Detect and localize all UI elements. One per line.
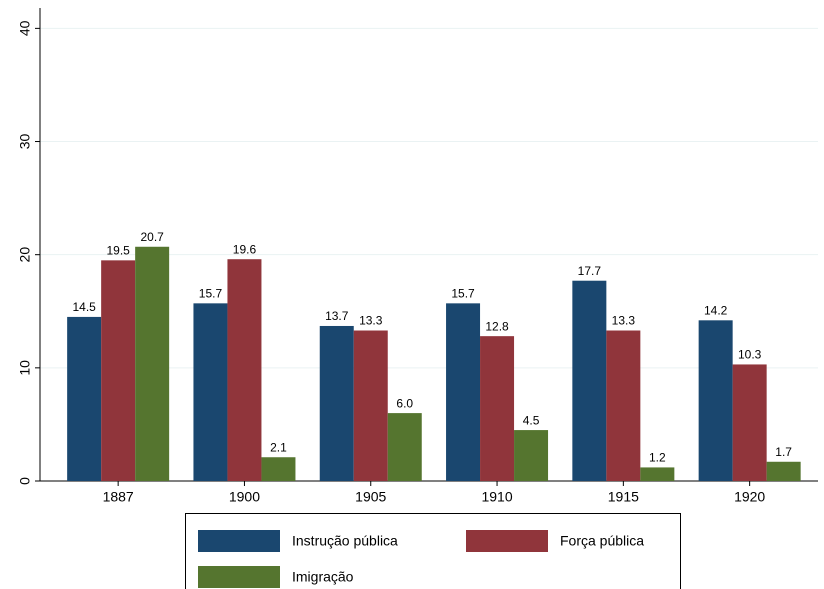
y-tick-label: 0 <box>17 477 33 485</box>
legend-label: Imigração <box>292 569 354 585</box>
bar <box>227 259 262 481</box>
legend-swatch <box>198 566 280 588</box>
y-tick-label: 40 <box>17 20 33 36</box>
value-label: 13.3 <box>612 314 636 328</box>
value-label: 1.2 <box>649 451 666 465</box>
bar <box>446 303 481 481</box>
bar <box>353 330 388 481</box>
value-label: 17.7 <box>578 264 602 278</box>
bar <box>387 413 422 481</box>
y-tick-label: 10 <box>17 360 33 376</box>
bar <box>193 303 228 481</box>
y-tick-label: 20 <box>17 247 33 263</box>
legend-label: Instrução pública <box>292 533 398 549</box>
bar <box>480 336 515 481</box>
value-label: 20.7 <box>140 230 164 244</box>
bar <box>572 280 607 481</box>
bar <box>766 461 801 481</box>
legend-box <box>185 513 681 589</box>
y-tick-label: 30 <box>17 134 33 150</box>
value-label: 13.3 <box>359 314 383 328</box>
x-tick-label: 1910 <box>481 489 512 505</box>
value-label: 15.7 <box>451 287 475 301</box>
value-label: 12.8 <box>485 319 509 333</box>
value-label: 13.7 <box>325 309 349 323</box>
legend-swatch <box>466 530 548 552</box>
value-label: 10.3 <box>738 348 762 362</box>
bar <box>135 246 170 481</box>
value-label: 14.2 <box>704 303 728 317</box>
legend-label: Força pública <box>560 533 644 549</box>
value-label: 19.5 <box>106 244 130 258</box>
x-tick-label: 1887 <box>103 489 134 505</box>
bar <box>698 320 733 481</box>
bar <box>514 430 549 481</box>
bar <box>319 325 354 481</box>
x-tick-label: 1915 <box>608 489 639 505</box>
value-label: 14.5 <box>72 300 96 314</box>
bar <box>67 316 102 481</box>
value-label: 4.5 <box>523 413 540 427</box>
value-label: 1.7 <box>775 445 792 459</box>
bar <box>732 364 767 481</box>
value-label: 15.7 <box>199 287 223 301</box>
bar <box>640 467 675 481</box>
bar <box>606 330 641 481</box>
x-tick-label: 1900 <box>229 489 260 505</box>
value-label: 2.1 <box>270 440 287 454</box>
x-tick-label: 1920 <box>734 489 765 505</box>
x-tick-label: 1905 <box>355 489 386 505</box>
value-label: 19.6 <box>233 242 257 256</box>
value-label: 6.0 <box>396 396 413 410</box>
legend-swatch <box>198 530 280 552</box>
bar <box>261 457 296 481</box>
bar <box>101 260 136 481</box>
